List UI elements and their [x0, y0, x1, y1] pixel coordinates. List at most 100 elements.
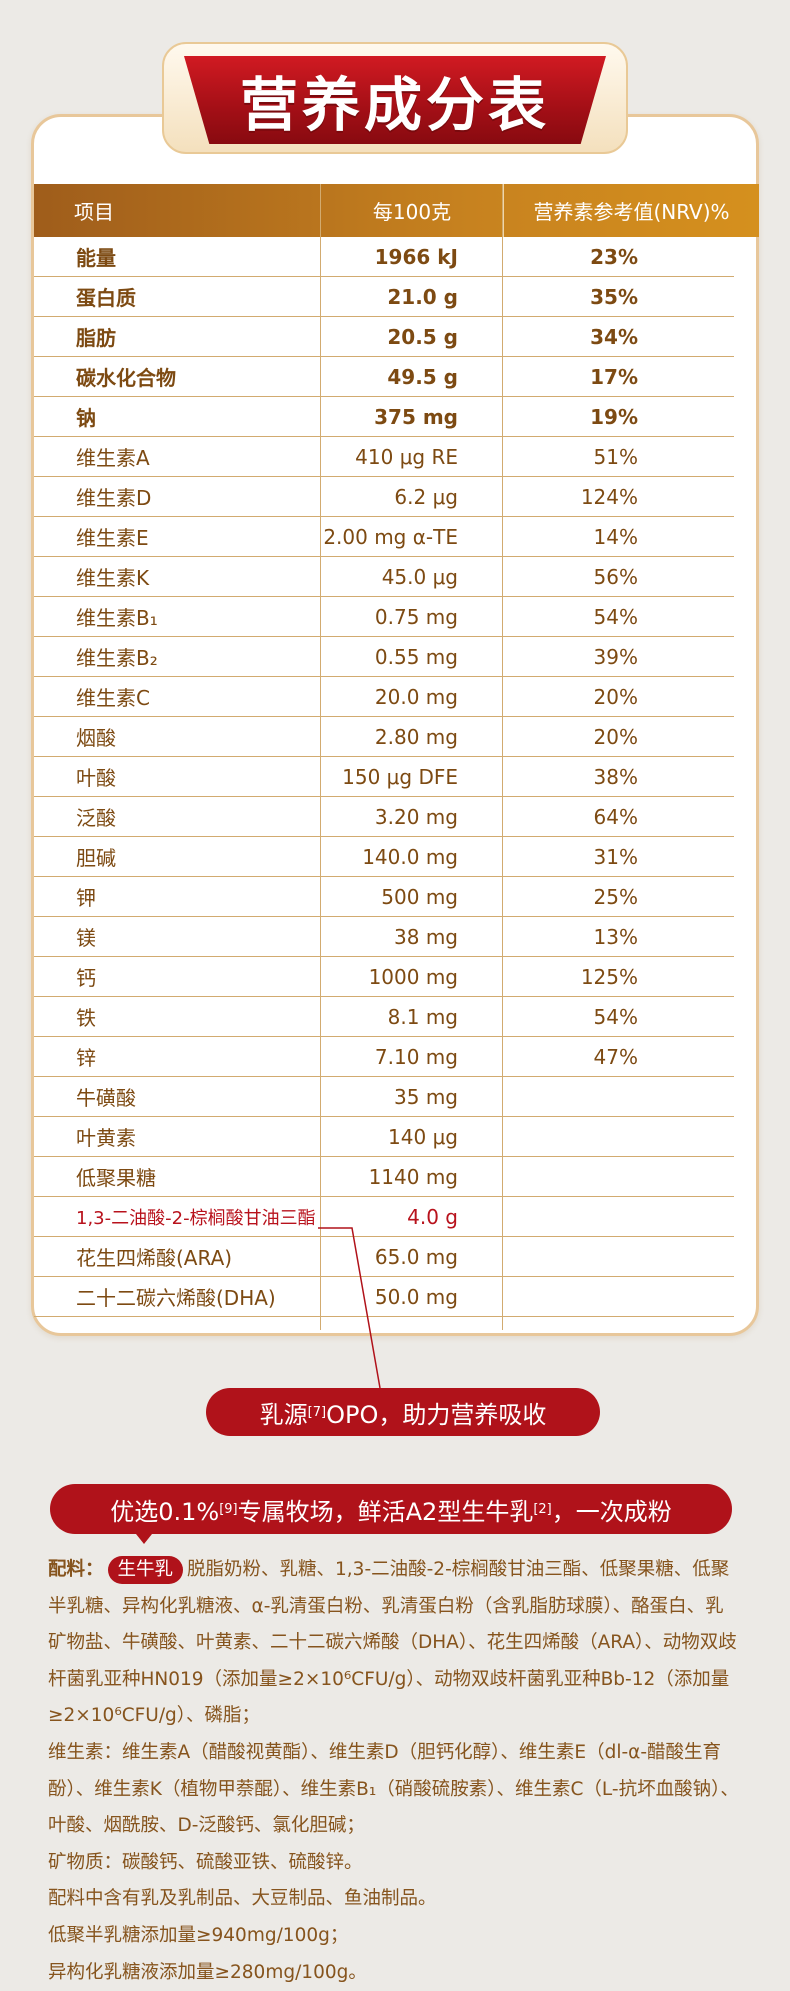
- nutrient-amount: 65.0 mg: [374, 1244, 458, 1269]
- table-row: 低聚果糖 1140 mg: [34, 1157, 734, 1197]
- nutrient-name: 脂肪: [76, 326, 116, 350]
- ingredients-vitamins: 维生素：维生素A（醋酸视黄酯）、维生素D（胆钙化醇）、维生素E（dl-α-醋酸生…: [48, 1741, 739, 1837]
- nutrient-nrv: 54%: [593, 604, 638, 629]
- nutrient-name: 铁: [76, 1006, 96, 1030]
- nutrient-amount: 2.80 mg: [374, 724, 458, 749]
- table-row: 维生素C 20.0 mg 20%: [34, 677, 734, 717]
- nutrient-amount: 140.0 mg: [362, 844, 458, 869]
- nutrient-amount: 150 μg DFE: [342, 764, 458, 789]
- table-row: 维生素D 6.2 μg 124%: [34, 477, 734, 517]
- nutrient-name: 钾: [76, 886, 96, 910]
- nutrient-nrv: 20%: [593, 724, 638, 749]
- table-row: 胆碱 140.0 mg 31%: [34, 837, 734, 877]
- nutrient-name: 花生四烯酸(ARA): [76, 1246, 233, 1270]
- header-item: 项目: [74, 200, 114, 224]
- column-divider: [320, 184, 321, 1330]
- nutrient-amount: 49.5 g: [387, 364, 458, 389]
- nutrient-nrv: 125%: [580, 964, 638, 989]
- table-row: 泛酸 3.20 mg 64%: [34, 797, 734, 837]
- nutrient-nrv: 31%: [593, 844, 638, 869]
- nutrient-name: 泛酸: [76, 806, 116, 830]
- nutrient-name: 钠: [76, 406, 96, 430]
- banner-part3: ，一次成粉: [551, 1497, 672, 1526]
- nutrient-nrv: 13%: [593, 924, 638, 949]
- table-row: 维生素A 410 μg RE 51%: [34, 437, 734, 477]
- opo-suffix: OPO，助力营养吸收: [326, 1400, 547, 1429]
- nutrient-amount: 410 μg RE: [355, 444, 458, 469]
- ingredients-list: 配料： 生牛乳 脱脂奶粉、乳糖、1,3-二油酸-2-棕榈酸甘油三酯、低聚果糖、低聚半…: [48, 1552, 740, 1991]
- nutrient-name: 维生素E: [76, 526, 149, 550]
- nutrient-name: 维生素B₁: [76, 606, 158, 630]
- nutrient-name: 叶黄素: [76, 1126, 136, 1150]
- column-divider: [502, 184, 503, 1330]
- nutrient-amount: 375 mg: [374, 404, 458, 429]
- nutrient-amount: 8.1 mg: [387, 1004, 458, 1029]
- nutrient-name: 二十二碳六烯酸(DHA): [76, 1286, 276, 1310]
- table-row: 铁 8.1 mg 54%: [34, 997, 734, 1037]
- nutrient-nrv: 25%: [593, 884, 638, 909]
- page-title: 营养成分表: [239, 71, 550, 139]
- nutrient-nrv: 19%: [590, 404, 638, 429]
- nutrient-amount: 20.0 mg: [374, 684, 458, 709]
- nutrient-amount: 6.2 μg: [394, 484, 458, 509]
- nutrient-nrv: 17%: [590, 364, 638, 389]
- nutrient-name: 维生素A: [76, 446, 150, 470]
- ingredients-main-text: 脱脂奶粉、乳糖、1,3-二油酸-2-棕榈酸甘油三酯、低聚果糖、低聚半乳糖、异构化…: [48, 1559, 737, 1727]
- table-row: 钙 1000 mg 125%: [34, 957, 734, 997]
- banner-pointer: [136, 1534, 152, 1544]
- nutrient-nrv: 39%: [593, 644, 638, 669]
- table-row: 维生素B₂ 0.55 mg 39%: [34, 637, 734, 677]
- table-row: 钾 500 mg 25%: [34, 877, 734, 917]
- nutrient-amount: 140 μg: [388, 1124, 458, 1149]
- table-row: 叶黄素 140 μg: [34, 1117, 734, 1157]
- nutrient-name: 维生素B₂: [76, 646, 158, 670]
- nutrient-amount: 3.20 mg: [374, 804, 458, 829]
- raw-milk-pill: 生牛乳: [107, 1556, 184, 1584]
- opo-prefix: 乳源: [259, 1400, 308, 1429]
- nutrient-amount: 45.0 μg: [381, 564, 458, 589]
- table-row: 烟酸 2.80 mg 20%: [34, 717, 734, 757]
- table-row: 花生四烯酸(ARA) 65.0 mg: [34, 1237, 734, 1277]
- opo-ref: [7]: [307, 1404, 327, 1420]
- nutrient-amount: 7.10 mg: [374, 1044, 458, 1069]
- nutrient-amount: 50.0 mg: [374, 1284, 458, 1309]
- nutrient-name: 1,3-二油酸-2-棕榈酸甘油三酯: [76, 1207, 316, 1229]
- nutrient-name: 牛磺酸: [76, 1086, 136, 1110]
- nutrient-name: 维生素C: [76, 686, 150, 710]
- nutrient-name: 维生素K: [76, 566, 150, 590]
- table-row: 钠 375 mg 19%: [34, 397, 734, 437]
- nutrient-nrv: 54%: [593, 1004, 638, 1029]
- nutrient-nrv: 20%: [593, 684, 638, 709]
- nutrient-name: 碳水化合物: [76, 366, 176, 390]
- table-row: 1,3-二油酸-2-棕榈酸甘油三酯 4.0 g: [34, 1197, 734, 1237]
- nutrient-name: 钙: [76, 966, 96, 990]
- nutrient-nrv: 35%: [590, 284, 638, 309]
- ingredients-banner: 优选0.1% [9] 专属牧场，鲜活A2型生牛乳 [2] ，一次成粉: [50, 1484, 732, 1534]
- header-per-100g: 每100克: [320, 184, 504, 237]
- banner-ref2: [2]: [533, 1501, 552, 1517]
- nutrient-nrv: 64%: [593, 804, 638, 829]
- ingredients-allergens: 配料中含有乳及乳制品、大豆制品、鱼油制品。: [48, 1888, 437, 1910]
- nutrient-name: 低聚果糖: [76, 1166, 156, 1190]
- ingredients-isomer: 异构化乳糖液添加量≥280mg/100g。: [48, 1961, 367, 1983]
- nutrient-amount: 38 mg: [394, 924, 458, 949]
- nutrient-nrv: 56%: [593, 564, 638, 589]
- nutrient-amount: 1000 mg: [368, 964, 458, 989]
- nutrient-name: 能量: [76, 246, 116, 270]
- table-row: 二十二碳六烯酸(DHA) 50.0 mg: [34, 1277, 734, 1317]
- table-row: 维生素E 2.00 mg α-TE 14%: [34, 517, 734, 557]
- table-row: 碳水化合物 49.5 g 17%: [34, 357, 734, 397]
- ingredients-main: 配料： 生牛乳 脱脂奶粉、乳糖、1,3-二油酸-2-棕榈酸甘油三酯、低聚果糖、低聚半…: [48, 1552, 740, 1735]
- nutrient-name: 胆碱: [76, 846, 116, 870]
- table-header: 项目 每100克 营养素参考值(NRV)%: [34, 184, 759, 237]
- table-row: 能量 1966 kJ 23%: [34, 237, 734, 277]
- nutrient-amount: 1966 kJ: [374, 244, 458, 269]
- table-row: 维生素B₁ 0.75 mg 54%: [34, 597, 734, 637]
- table-row: 锌 7.10 mg 47%: [34, 1037, 734, 1077]
- table-row: 牛磺酸 35 mg: [34, 1077, 734, 1117]
- header-nrv: 营养素参考值(NRV)%: [533, 200, 730, 224]
- nutrient-amount: 0.55 mg: [374, 644, 458, 669]
- nutrient-amount: 1140 mg: [368, 1164, 458, 1189]
- title-banner: 营养成分表: [184, 56, 606, 144]
- nutrient-amount: 2.00 mg α-TE: [323, 524, 458, 549]
